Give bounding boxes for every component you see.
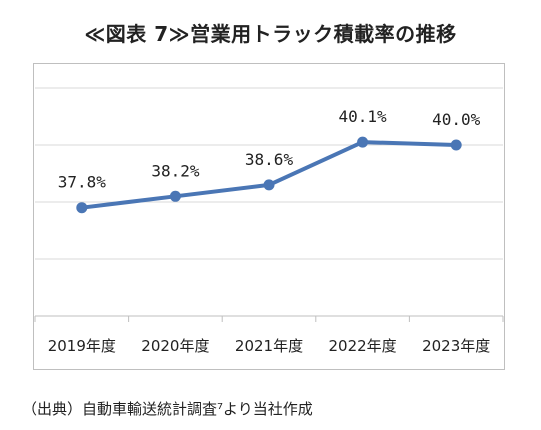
data-label: 40.0% bbox=[432, 110, 481, 129]
data-point bbox=[450, 139, 462, 151]
x-tick-label: 2019年度 bbox=[48, 337, 116, 355]
x-tick-label: 2020年度 bbox=[141, 337, 209, 355]
x-axis bbox=[34, 315, 504, 322]
chart-frame bbox=[33, 63, 505, 370]
x-tick-label: 2021年度 bbox=[235, 337, 303, 355]
x-tick-label: 2023年度 bbox=[422, 337, 490, 355]
data-labels: 37.8% 38.2% 38.6% 40.1% 40.0% bbox=[58, 107, 481, 192]
data-point bbox=[76, 202, 88, 214]
data-point bbox=[357, 136, 369, 148]
x-tick-labels: 2019年度 2020年度 2021年度 2022年度 2023年度 bbox=[48, 337, 491, 355]
data-label: 40.1% bbox=[339, 107, 388, 126]
data-point bbox=[263, 179, 275, 191]
source-note: （出典）自動車輸送統計調査⁷より当社作成 bbox=[22, 400, 313, 418]
data-label: 37.8% bbox=[58, 173, 107, 192]
data-label: 38.2% bbox=[151, 161, 200, 180]
data-point bbox=[169, 190, 181, 202]
chart-title: ≪図表 7≫営業用トラック積載率の推移 bbox=[84, 22, 457, 46]
x-tick-label: 2022年度 bbox=[329, 337, 397, 355]
series-layer bbox=[76, 136, 462, 214]
data-label: 38.6% bbox=[245, 150, 294, 169]
